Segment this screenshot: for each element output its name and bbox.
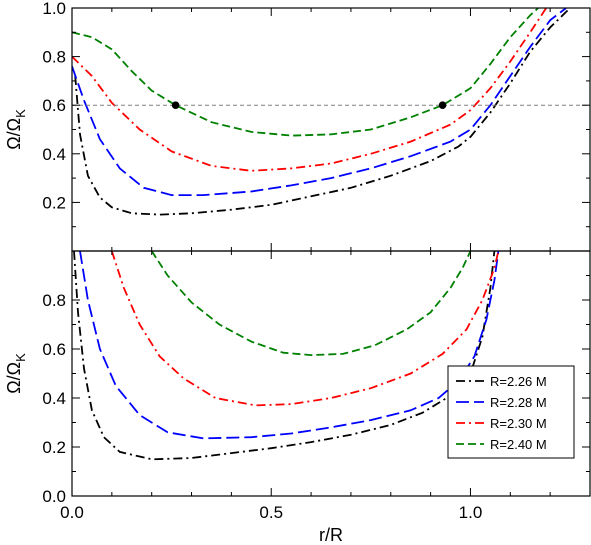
legend-label: R=2.28 M xyxy=(490,395,547,410)
x-tick-label: 0.5 xyxy=(259,503,283,522)
top-y-axis-label-sub: K xyxy=(13,109,28,118)
x-tick-label: 1.0 xyxy=(459,503,483,522)
y-tick-label: 0.2 xyxy=(42,438,66,457)
series-line-r240 xyxy=(72,8,539,137)
bottom-y-axis-label-main: Ω/Ω xyxy=(4,362,24,394)
top-y-axis-label-main: Ω/Ω xyxy=(4,118,24,150)
series-line-r240 xyxy=(150,251,472,357)
bottom-plot-frame xyxy=(71,250,591,497)
intersection-marker xyxy=(438,101,447,109)
y-tick-label: 1.0 xyxy=(42,0,66,18)
series-line-r226 xyxy=(73,251,496,461)
legend-label: R=2.30 M xyxy=(490,416,547,431)
top-y-axis-label: Ω/ΩK xyxy=(4,109,28,150)
legend-label: R=2.26 M xyxy=(490,374,547,389)
y-tick-label: 0.0 xyxy=(42,487,66,506)
series-line-r230 xyxy=(72,8,547,172)
bottom-y-axis-label: Ω/ΩK xyxy=(4,353,28,394)
series-line-r228 xyxy=(72,8,567,196)
top-series-group xyxy=(72,8,571,216)
x-axis-label: r/R xyxy=(319,525,343,545)
bottom-y-axis-label-sub: K xyxy=(13,353,28,362)
top-markers-group xyxy=(171,101,447,109)
y-tick-label: 0.6 xyxy=(42,340,66,359)
y-tick-label: 0.4 xyxy=(42,389,66,408)
bottom-x-tick-labels: 0.0 0.5 1.0 xyxy=(60,503,482,522)
legend-label: R=2.40 M xyxy=(490,437,547,452)
y-tick-label: 0.8 xyxy=(42,291,66,310)
intersection-marker xyxy=(171,101,180,109)
series-line-r228 xyxy=(79,251,500,440)
x-tick-label: 0.0 xyxy=(60,503,84,522)
y-tick-label: 0.6 xyxy=(42,96,66,115)
top-panel: 0.2 0.4 0.6 0.8 1.0 Ω/ΩK xyxy=(4,0,591,252)
bottom-panel: 0.0 0.2 0.4 0.6 0.8 0.0 0.5 1.0 Ω/ΩK r/R R=2.2… xyxy=(4,250,591,545)
series-line-r226 xyxy=(74,8,571,216)
y-tick-label: 0.4 xyxy=(42,145,66,164)
legend: R=2.26 M R=2.28 M R=2.30 M R=2.40 M xyxy=(447,365,575,459)
bottom-series-group xyxy=(73,251,500,461)
top-y-tick-labels: 0.2 0.4 0.6 0.8 1.0 xyxy=(42,0,66,212)
y-tick-label: 0.8 xyxy=(42,48,66,67)
series-line-r230 xyxy=(110,251,500,407)
bottom-y-tick-labels: 0.0 0.2 0.4 0.6 0.8 xyxy=(42,291,66,506)
y-tick-label: 0.2 xyxy=(42,193,66,212)
